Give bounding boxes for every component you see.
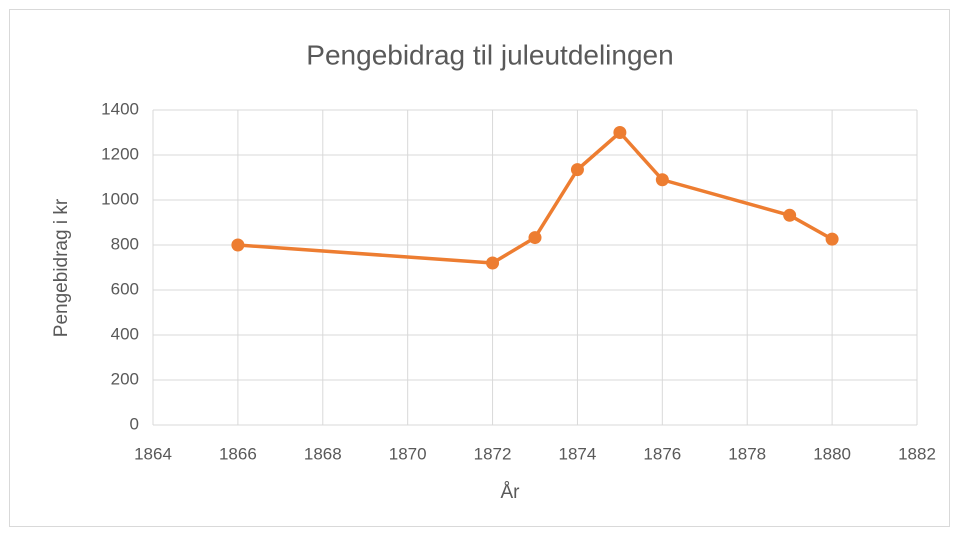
data-point <box>825 232 839 246</box>
data-point <box>613 126 627 139</box>
data-point <box>783 208 797 222</box>
y-tick-label: 1000 <box>101 189 139 208</box>
y-tick-label: 200 <box>111 369 139 388</box>
y-tick-label: 0 <box>130 414 139 433</box>
x-tick-label: 1880 <box>813 444 851 463</box>
x-tick-label: 1876 <box>643 444 681 463</box>
y-tick-label: 1400 <box>101 99 139 118</box>
data-point <box>528 231 542 245</box>
x-axis-title: År <box>501 482 521 503</box>
chart-title: Pengebidrag til juleutdelingen <box>306 39 673 70</box>
y-tick-label: 600 <box>111 279 139 298</box>
y-axis-title: Pengebidrag i kr <box>51 198 72 337</box>
data-point <box>231 238 245 252</box>
x-tick-label: 1878 <box>728 444 766 463</box>
x-tick-label: 1870 <box>389 444 427 463</box>
x-tick-label: 1866 <box>219 444 257 463</box>
series-line <box>237 130 833 265</box>
x-tick-label: 1872 <box>474 444 512 463</box>
x-tick-label: 1882 <box>898 444 936 463</box>
y-tick-label: 800 <box>111 234 139 253</box>
data-point <box>570 163 584 177</box>
x-tick-label: 1874 <box>559 444 597 463</box>
data-point <box>655 173 669 187</box>
data-point <box>486 256 500 270</box>
x-tick-label: 1864 <box>134 444 172 463</box>
x-tick-label: 1868 <box>304 444 342 463</box>
y-tick-label: 400 <box>111 324 139 343</box>
chart-border <box>9 9 950 527</box>
y-tick-label: 1200 <box>101 144 139 163</box>
